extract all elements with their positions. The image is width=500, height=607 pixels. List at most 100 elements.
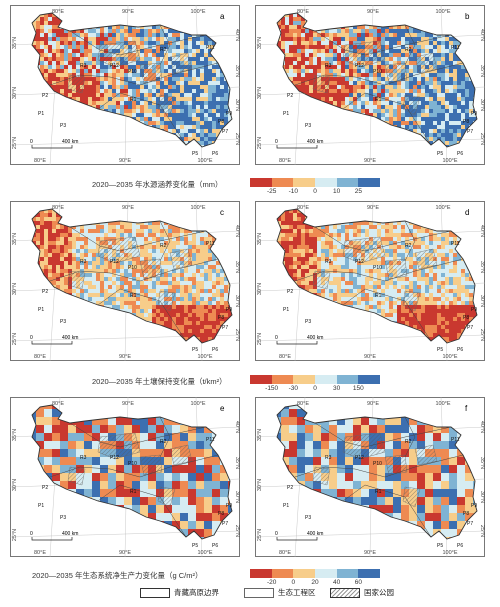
right-latitude-label: 30°N bbox=[479, 491, 485, 503]
national-park-areas bbox=[67, 236, 193, 312]
national-park-polygon bbox=[402, 290, 421, 312]
scale-bar-line bbox=[31, 341, 73, 345]
region-label: P12 bbox=[110, 259, 119, 265]
region-label: R2 bbox=[160, 243, 167, 249]
scale-bar: 0 400 km bbox=[275, 139, 323, 149]
national-park-areas bbox=[312, 432, 438, 508]
bottom-longitude-label: 90°E bbox=[364, 158, 376, 164]
region-label: P10 bbox=[128, 69, 137, 75]
bottom-longitude-label: 100°E bbox=[197, 158, 212, 164]
bottom-longitude-label: 100°E bbox=[197, 354, 212, 360]
national-park-areas bbox=[312, 40, 438, 116]
bottom-longitude-label: 80°E bbox=[279, 354, 291, 360]
region-label: R2 bbox=[405, 243, 412, 249]
color-scale-segment bbox=[336, 178, 359, 187]
color-scale-segment bbox=[293, 569, 315, 578]
scale-bar-zero: 0 bbox=[30, 139, 33, 145]
right-latitude-label: 40°N bbox=[479, 29, 485, 41]
project-zone-line bbox=[342, 92, 432, 146]
right-latitude-label: 35°N bbox=[234, 457, 240, 469]
national-park-polygon bbox=[169, 248, 193, 270]
plateau-boundary bbox=[31, 208, 233, 344]
color-scale-tick: 30 bbox=[333, 385, 341, 392]
eco-project-zones bbox=[49, 416, 219, 538]
right-latitude-label: 30°N bbox=[234, 99, 240, 111]
national-park-polygon bbox=[97, 432, 141, 460]
bottom-longitude-label: 90°E bbox=[364, 354, 376, 360]
row-caption-npp: 2020—2035 年生态系统净生产力变化量（g C/m²） bbox=[32, 571, 203, 580]
national-park-polygon bbox=[139, 62, 163, 84]
region-label: P10 bbox=[128, 265, 137, 271]
right-latitude-label: 30°N bbox=[479, 99, 485, 111]
bottom-longitude-label: 80°E bbox=[34, 354, 46, 360]
region-label: R1 bbox=[130, 489, 137, 495]
color-scale-segment bbox=[358, 569, 380, 578]
region-label: P6 bbox=[457, 543, 463, 549]
national-park-polygon bbox=[157, 290, 176, 312]
scale-bar-label: 400 km bbox=[307, 139, 323, 145]
eco-project-zones bbox=[49, 220, 219, 342]
color-scale-tick: -30 bbox=[288, 385, 299, 392]
region-label: P9 bbox=[226, 111, 232, 117]
national-park-polygon bbox=[157, 94, 176, 116]
left-latitude-label: 35°N bbox=[257, 429, 263, 441]
color-scale-tick: 60 bbox=[354, 579, 362, 586]
national-park-polygon bbox=[157, 486, 176, 508]
region-label: P11 bbox=[451, 437, 460, 443]
national-park-polygon bbox=[139, 454, 163, 476]
region-label: P2 bbox=[287, 289, 293, 295]
left-latitude-label: 35°N bbox=[257, 37, 263, 49]
left-latitude-label: 25°N bbox=[257, 529, 263, 541]
color-scale-segment bbox=[250, 375, 272, 384]
color-scale-segment bbox=[271, 569, 294, 578]
top-longitude-label: 90°E bbox=[367, 401, 379, 407]
national-park-polygon bbox=[342, 432, 386, 460]
bottom-longitude-label: 100°E bbox=[442, 354, 457, 360]
map-legend: 青藏高原边界 生态工程区 国家公园 bbox=[0, 583, 500, 603]
top-longitude-label: 80°E bbox=[297, 401, 309, 407]
legend-project-label: 生态工程区 bbox=[278, 588, 316, 597]
map-panel-d: P1 P2 P3 P5 P6 P7 P8 P9 P10 P11 P12 R1 R2 R3 d 80°E 90°E… bbox=[255, 201, 485, 361]
top-longitude-label: 80°E bbox=[52, 401, 64, 407]
project-zone-line bbox=[294, 62, 464, 86]
bottom-longitude-label: 90°E bbox=[119, 354, 131, 360]
project-zone-line bbox=[314, 422, 452, 448]
right-latitude-label: 25°N bbox=[234, 525, 240, 537]
region-label: P9 bbox=[226, 307, 232, 313]
region-label: P8 bbox=[463, 511, 469, 517]
legend-park-label: 国家公园 bbox=[364, 588, 394, 597]
row-caption-soil: 2020—2035 年土壤保持变化量（t/km²） bbox=[92, 377, 227, 386]
national-park-polygon bbox=[67, 270, 86, 290]
national-park-polygon bbox=[402, 486, 421, 508]
panel-letter: e bbox=[220, 404, 225, 413]
region-label: P12 bbox=[355, 455, 364, 461]
color-scale-segment bbox=[293, 178, 315, 187]
project-zone-line bbox=[159, 220, 171, 262]
national-park-polygon bbox=[414, 52, 438, 74]
region-label: R3 bbox=[325, 259, 332, 265]
project-zone-line bbox=[159, 416, 171, 458]
color-scale-segment bbox=[336, 569, 359, 578]
project-zone-line bbox=[49, 62, 219, 86]
color-scale-tick: -20 bbox=[266, 579, 277, 586]
left-latitude-label: 25°N bbox=[257, 333, 263, 345]
project-zone-line bbox=[404, 24, 416, 66]
top-longitude-label: 100°E bbox=[190, 9, 205, 15]
park-swatch bbox=[330, 587, 360, 598]
region-label: P2 bbox=[42, 289, 48, 295]
left-latitude-label: 30°N bbox=[257, 283, 263, 295]
scale-bar-line bbox=[31, 145, 73, 149]
region-label: P5 bbox=[192, 543, 198, 549]
region-label: P3 bbox=[60, 319, 66, 325]
left-latitude-label: 35°N bbox=[12, 37, 18, 49]
bottom-longitude-label: 100°E bbox=[197, 550, 212, 556]
left-latitude-label: 35°N bbox=[257, 233, 263, 245]
left-latitude-label: 30°N bbox=[257, 479, 263, 491]
region-label: P9 bbox=[471, 307, 477, 313]
scale-bar-zero: 0 bbox=[275, 531, 278, 537]
legend-item-project: 生态工程区 bbox=[244, 587, 316, 598]
color-scale-tick: 25 bbox=[354, 188, 362, 195]
left-latitude-label: 30°N bbox=[12, 87, 18, 99]
project-swatch bbox=[244, 587, 274, 598]
region-label: P1 bbox=[38, 503, 44, 509]
